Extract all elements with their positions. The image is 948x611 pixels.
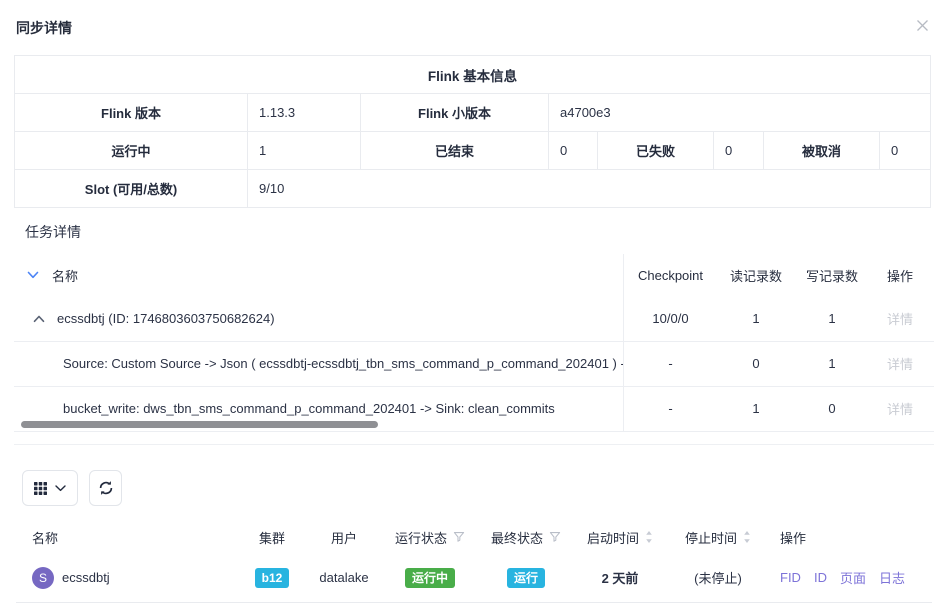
col-stop-time: 停止时间	[684, 530, 737, 546]
slot-label: Slot (可用/总数)	[14, 169, 248, 208]
detail-link[interactable]: 详情	[886, 357, 913, 372]
canceled-label: 被取消	[763, 131, 880, 170]
flink-minor-label: Flink 小版本	[360, 93, 549, 132]
task-table-header: 名称 Checkpoint 读记录数 写记录数 操作	[14, 254, 934, 296]
col-run-status: 运行状态	[394, 530, 447, 546]
task-write: 0	[828, 401, 836, 416]
task-checkpoint: -	[668, 401, 673, 416]
run-status-badge: 运行中	[404, 567, 455, 588]
col-start-time: 启动时间	[586, 530, 639, 546]
log-link[interactable]: 日志	[878, 571, 905, 586]
job-row: S ecssdbtj b12 datalake 运行中 运行 2 天前 (未停止…	[16, 553, 932, 603]
refresh-button[interactable]	[89, 470, 122, 506]
task-section-title: 任务详情	[25, 224, 81, 240]
jobs-table-header: 名称 集群 用户 运行状态 最终状态 启动时间 停止时间 操作	[16, 521, 932, 553]
flink-version-label: Flink 版本	[14, 93, 248, 132]
col-read: 读记录数	[729, 268, 782, 284]
task-read: 0	[752, 356, 760, 371]
task-row: ecssdbtj (ID: 1746803603750682624) 10/0/…	[14, 296, 934, 341]
grid-icon	[34, 481, 47, 495]
col-checkpoint: Checkpoint	[637, 267, 704, 283]
task-row: Source: Custom Source -> Json ( ecssdbtj…	[14, 341, 934, 386]
task-table: 名称 Checkpoint 读记录数 写记录数 操作 ecssdbtj (ID:…	[14, 254, 934, 432]
final-status-badge: 运行	[506, 567, 545, 588]
sort-icon[interactable]	[645, 530, 653, 544]
sort-icon[interactable]	[743, 530, 751, 544]
failed-label: 已失败	[597, 131, 714, 170]
task-checkpoint: -	[668, 356, 673, 371]
col-action: 操作	[886, 268, 913, 284]
col-write: 写记录数	[805, 268, 858, 284]
filter-icon[interactable]	[453, 531, 465, 543]
row-divider	[14, 386, 934, 387]
col-name: 名称	[32, 530, 59, 546]
flink-version-value: 1.13.3	[247, 93, 361, 132]
col-action: 操作	[780, 530, 807, 546]
chevron-down-icon	[27, 271, 39, 279]
table-bottom-border	[14, 431, 934, 432]
job-stop-time: (未停止)	[694, 571, 742, 586]
detail-link[interactable]: 详情	[886, 402, 913, 417]
running-value: 1	[247, 131, 361, 170]
filter-icon[interactable]	[549, 531, 561, 543]
col-name: 名称	[52, 268, 79, 284]
canceled-value: 0	[878, 131, 932, 170]
task-read: 1	[752, 311, 760, 326]
flink-info-table: Flink 基本信息 Flink 版本 1.13.3 Flink 小版本 a47…	[13, 55, 932, 208]
chevron-up-icon	[33, 315, 45, 322]
job-start-time: 2 天前	[601, 571, 639, 586]
id-link[interactable]: ID	[813, 570, 827, 585]
collapse-row-button[interactable]	[33, 315, 45, 323]
col-final-status: 最终状态	[490, 530, 543, 546]
dialog-title: 同步详情	[16, 20, 72, 36]
failed-value: 0	[713, 131, 764, 170]
task-row: bucket_write: dws_tbn_sms_command_p_comm…	[14, 386, 934, 431]
fid-link[interactable]: FID	[780, 570, 801, 585]
task-name: bucket_write: dws_tbn_sms_command_p_comm…	[63, 401, 555, 416]
task-name: Source: Custom Source -> Json ( ecssdbtj…	[63, 356, 623, 371]
refresh-icon	[99, 481, 112, 495]
chevron-down-icon	[55, 484, 66, 491]
dialog-header: 同步详情	[0, 0, 948, 38]
avatar: S	[32, 566, 54, 589]
section-divider	[14, 444, 934, 445]
job-user: datalake	[319, 570, 369, 585]
detail-link[interactable]: 详情	[886, 312, 913, 327]
collapse-all-button[interactable]	[27, 271, 39, 279]
task-checkpoint: 10/0/0	[652, 311, 689, 326]
flink-info-title: Flink 基本信息	[13, 55, 932, 94]
task-name: ecssdbtj (ID: 1746803603750682624)	[57, 311, 275, 326]
horizontal-scrollbar[interactable]	[21, 421, 378, 428]
col-user: 用户	[330, 530, 357, 546]
toolbar	[22, 470, 948, 506]
running-label: 运行中	[14, 131, 248, 170]
page-link[interactable]: 页面	[839, 571, 866, 586]
fixed-column-border	[623, 254, 624, 431]
close-icon	[916, 19, 928, 31]
jobs-table: 名称 集群 用户 运行状态 最终状态 启动时间 停止时间 操作	[16, 521, 932, 603]
finished-label: 已结束	[360, 131, 549, 170]
slot-value: 9/10	[246, 169, 932, 208]
cluster-badge: b12	[254, 567, 290, 588]
task-write: 1	[828, 356, 836, 371]
finished-value: 0	[548, 131, 598, 170]
column-settings-button[interactable]	[22, 470, 78, 506]
col-cluster: 集群	[258, 530, 285, 546]
task-read: 1	[752, 401, 760, 416]
row-divider	[14, 341, 934, 342]
job-name: ecssdbtj	[62, 570, 110, 585]
task-write: 1	[828, 311, 836, 326]
flink-minor-value: a4700e3	[547, 93, 932, 132]
close-button[interactable]	[913, 16, 931, 34]
